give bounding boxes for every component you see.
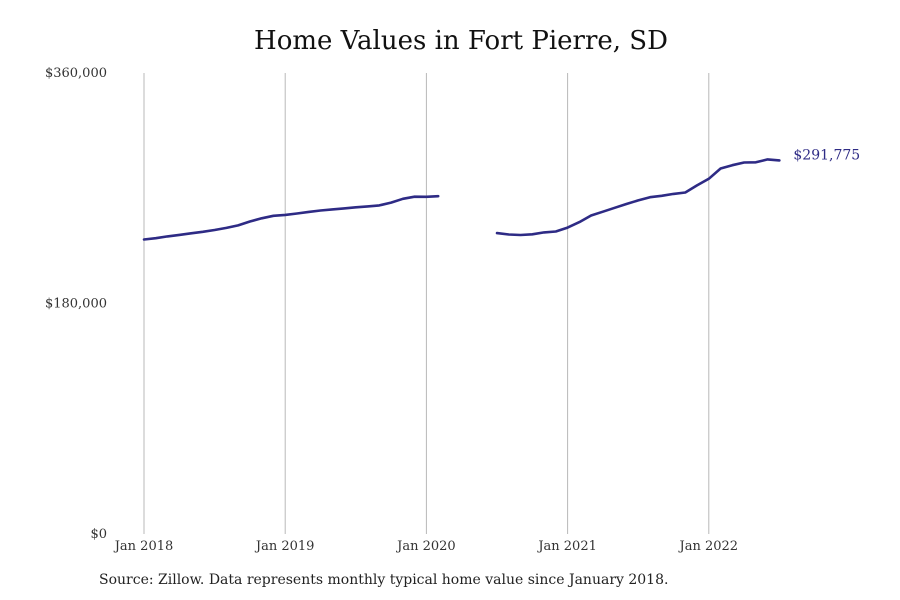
x-tick-label: Jan 2019 [254,539,315,554]
series-line-segment-2 [495,158,781,237]
y-tick-label: $180,000 [45,297,107,312]
y-tick-label: $0 [90,527,107,542]
source-note: Source: Zillow. Data represents monthly … [99,572,669,588]
y-tick-label: $360,000 [45,66,107,81]
x-tick-label: Jan 2018 [113,539,174,554]
x-tick-label: Jan 2022 [678,539,739,554]
y-axis-ticks: $0 $180,000 $360,000 [45,66,107,542]
home-value-series [142,158,781,241]
x-gridlines [143,73,710,534]
x-tick-label: Jan 2020 [395,539,456,554]
chart-title: Home Values in Fort Pierre, SD [254,26,668,56]
last-value-label: $291,775 [793,147,860,163]
x-axis-ticks: Jan 2018 Jan 2019 Jan 2020 Jan 2021 Jan 2022 [113,539,738,554]
series-line-segment-1 [142,194,440,241]
x-tick-label: Jan 2021 [536,539,597,554]
